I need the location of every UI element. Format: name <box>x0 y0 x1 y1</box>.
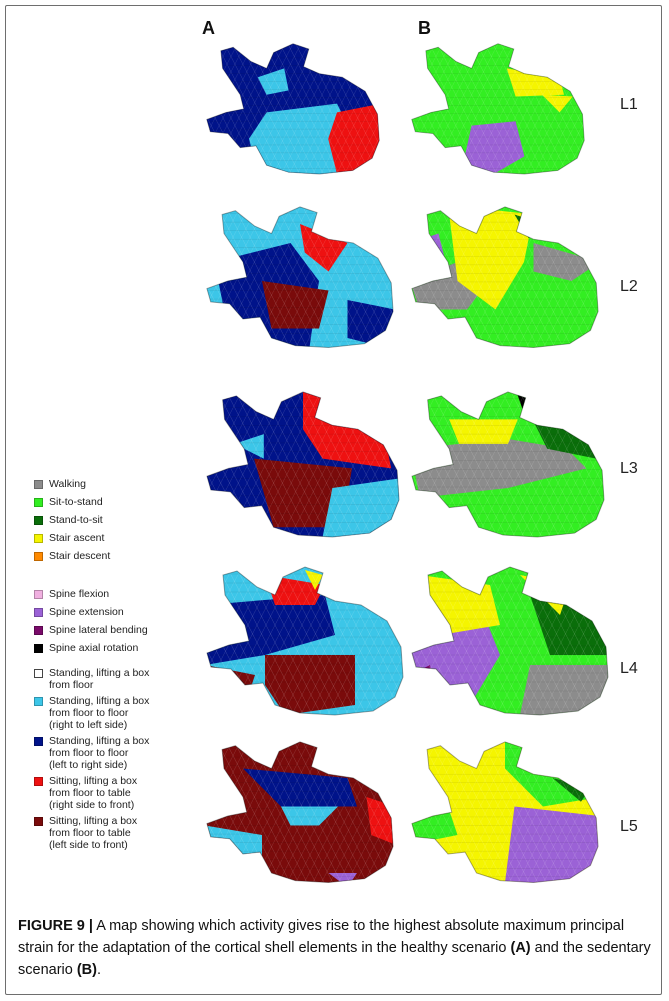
legend-item: Sit-to-stand <box>34 496 204 508</box>
legend-swatch <box>34 644 43 653</box>
legend-item: Standing, lifting a box from floor to fl… <box>34 695 204 731</box>
legend-item: Spine axial rotation <box>34 642 204 654</box>
legend-swatch <box>34 737 43 746</box>
legend-swatch <box>34 669 43 678</box>
legend-swatch <box>34 516 43 525</box>
legend-swatch <box>34 817 43 826</box>
legend-item: Sitting, lifting a box from floor to tab… <box>34 775 204 811</box>
legend-item: Stair descent <box>34 550 204 562</box>
legend-label: Standing, lifting a box from floor <box>49 667 150 691</box>
legend-label: Stair ascent <box>49 532 105 544</box>
legend-item: Stair ascent <box>34 532 204 544</box>
legend-label: Spine extension <box>49 606 124 618</box>
legend-item: Spine lateral bending <box>34 624 204 636</box>
legend-swatch <box>34 777 43 786</box>
legend-item: Walking <box>34 478 204 490</box>
level-label-l5: L5 <box>620 818 638 835</box>
legend-swatch <box>34 480 43 489</box>
legend-swatch <box>34 608 43 617</box>
caption-ref-a: (A) <box>510 940 531 956</box>
legend-label: Walking <box>49 478 86 490</box>
legend-label: Stand-to-sit <box>49 514 103 526</box>
level-label-l3: L3 <box>620 460 638 477</box>
vertebra <box>206 391 400 538</box>
legend-label: Sitting, lifting a box from floor to tab… <box>49 815 138 851</box>
caption-text-3: . <box>96 962 102 978</box>
caption-text-2: and the sedentary scenario <box>18 940 651 978</box>
legend-item: Standing, lifting a box from floor <box>34 667 204 691</box>
figure-caption: FIGURE 9 | A map showing which activity … <box>18 915 653 981</box>
legend-item: Standing, lifting a box from floor to fl… <box>34 735 204 771</box>
legend-swatch <box>34 626 43 635</box>
legend-label: Spine flexion <box>49 588 110 600</box>
legend-item: Spine extension <box>34 606 204 618</box>
level-label-l2: L2 <box>620 278 638 295</box>
vertebra <box>206 741 394 883</box>
caption-text-1: A map showing which activity gives rise … <box>18 918 625 956</box>
legend-label: Stair descent <box>49 550 111 562</box>
panel-label-a: A <box>202 18 215 38</box>
panel-label-b: B <box>418 18 431 38</box>
legend-label: Spine lateral bending <box>49 624 148 636</box>
level-label-l4: L4 <box>620 660 638 677</box>
caption-label: FIGURE 9 | <box>18 918 93 934</box>
legend-item: Stand-to-sit <box>34 514 204 526</box>
legend-label: Spine axial rotation <box>49 642 139 654</box>
legend-item: Spine flexion <box>34 588 204 600</box>
legend-label: Sit-to-stand <box>49 496 103 508</box>
legend-label: Standing, lifting a box from floor to fl… <box>49 695 150 731</box>
level-label-l1: L1 <box>620 96 638 113</box>
legend-label: Standing, lifting a box from floor to fl… <box>49 735 150 771</box>
legend-swatch <box>34 697 43 706</box>
legend-swatch <box>34 590 43 599</box>
legend-label: Sitting, lifting a box from floor to tab… <box>49 775 138 811</box>
legend-swatch <box>34 534 43 543</box>
figure-frame <box>5 5 662 995</box>
legend-swatch <box>34 552 43 561</box>
vertebra-maps <box>206 43 609 883</box>
legend-swatch <box>34 498 43 507</box>
caption-ref-b: (B) <box>76 962 97 978</box>
legend-item: Sitting, lifting a box from floor to tab… <box>34 815 204 851</box>
